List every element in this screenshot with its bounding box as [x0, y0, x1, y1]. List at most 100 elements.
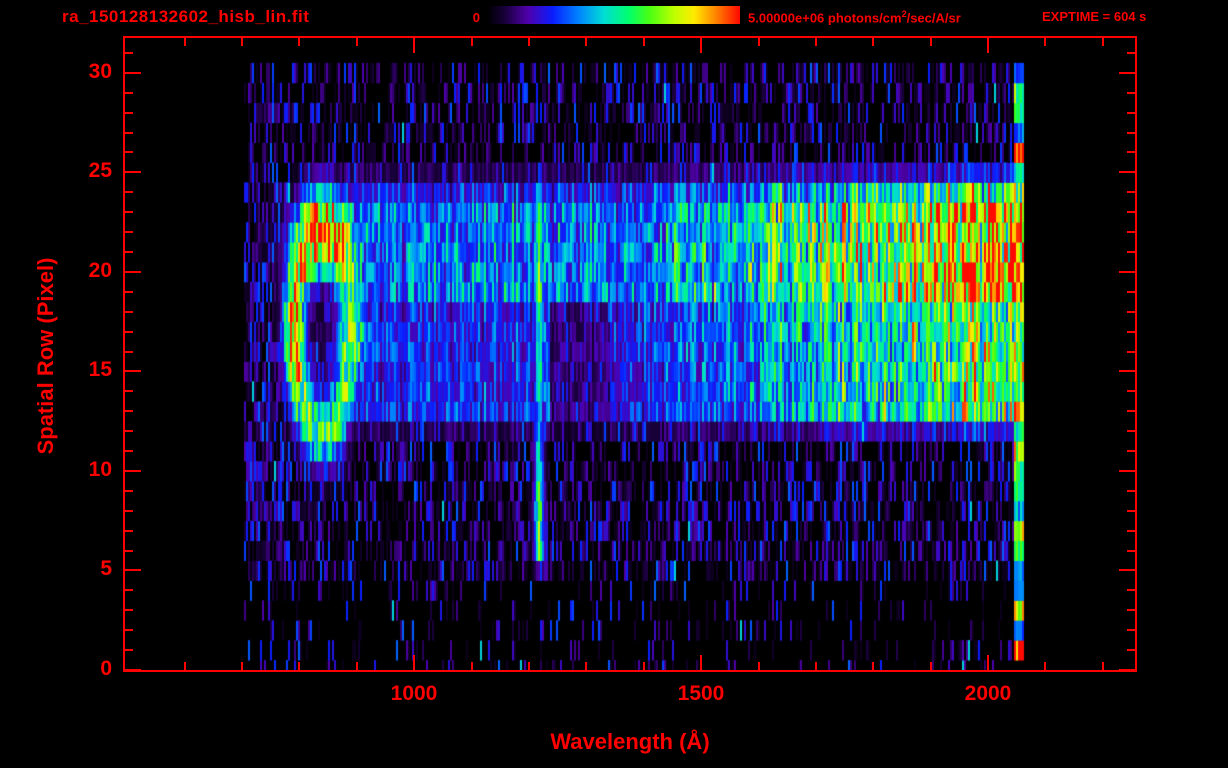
axis-tick: [1044, 38, 1046, 46]
axis-tick: [1127, 390, 1135, 392]
axis-tick: [1127, 510, 1135, 512]
axis-tick: [413, 655, 415, 670]
axis-tick: [1102, 38, 1104, 46]
y-tick-label: 0: [100, 657, 112, 680]
axis-tick: [643, 38, 645, 46]
axis-tick: [471, 38, 473, 46]
axis-tick: [125, 450, 133, 452]
axis-tick: [125, 331, 133, 333]
axis-tick: [125, 589, 133, 591]
colorbar-max-label: 5.00000e+06 photons/cm2/sec/A/sr: [748, 9, 961, 25]
axis-tick: [1127, 609, 1135, 611]
x-axis-title: Wavelength (Å): [550, 729, 710, 754]
x-tick-label: 2000: [964, 682, 1012, 705]
axis-tick: [1127, 231, 1135, 233]
axis-tick: [241, 662, 243, 670]
axis-tick: [125, 351, 133, 353]
axis-tick: [1127, 52, 1135, 54]
axis-tick: [1119, 669, 1135, 671]
axis-tick: [1127, 132, 1135, 134]
axis-tick: [1127, 191, 1135, 193]
axis-tick: [1127, 291, 1135, 293]
axis-tick: [125, 370, 141, 372]
axis-tick: [184, 38, 186, 46]
axis-tick: [930, 38, 932, 46]
axis-tick: [125, 410, 133, 412]
axis-tick: [700, 655, 702, 670]
axis-tick: [125, 231, 133, 233]
axis-tick: [1119, 271, 1135, 273]
colorbar-gradient: [487, 6, 740, 24]
colorbar-unit-superscript: 2: [901, 9, 907, 19]
axis-tick: [125, 669, 141, 671]
axis-tick: [1127, 530, 1135, 532]
axes-frame: [123, 36, 1137, 672]
axis-tick: [1127, 490, 1135, 492]
colorbar-min-label: 0: [472, 10, 480, 25]
axis-tick: [1127, 589, 1135, 591]
axis-tick: [700, 38, 702, 53]
axis-tick: [1127, 311, 1135, 313]
axis-tick: [125, 550, 133, 552]
y-tick-label: 20: [88, 259, 112, 282]
axis-tick: [471, 662, 473, 670]
axis-tick: [1127, 351, 1135, 353]
axis-tick: [356, 662, 358, 670]
axis-tick: [1127, 450, 1135, 452]
axis-tick: [585, 38, 587, 46]
y-tick-label: 10: [88, 458, 112, 481]
axis-tick: [1102, 662, 1104, 670]
axis-tick: [1127, 92, 1135, 94]
axis-tick: [1127, 211, 1135, 213]
axis-tick: [125, 649, 133, 651]
axis-tick: [1127, 430, 1135, 432]
axis-tick: [1127, 649, 1135, 651]
spectrogram-heatmap: [125, 38, 1135, 670]
axis-tick: [413, 38, 415, 53]
axis-tick: [585, 662, 587, 670]
y-tick-label: 30: [88, 60, 112, 83]
axis-tick: [125, 311, 133, 313]
axis-tick: [1044, 662, 1046, 670]
axis-tick: [1127, 550, 1135, 552]
axis-tick: [125, 430, 133, 432]
axis-tick: [987, 655, 989, 670]
axis-tick: [125, 510, 133, 512]
axis-tick: [125, 569, 141, 571]
axis-tick: [125, 609, 133, 611]
axis-tick: [125, 112, 133, 114]
axis-tick: [872, 38, 874, 46]
x-tick-label: 1500: [677, 682, 725, 705]
axis-tick: [872, 662, 874, 670]
x-tick-label: 1000: [390, 682, 438, 705]
axis-tick: [125, 52, 133, 54]
axis-tick: [1119, 470, 1135, 472]
axis-tick: [125, 470, 141, 472]
axis-tick: [528, 662, 530, 670]
y-axis-title: Spatial Row (Pixel): [33, 257, 58, 455]
axis-tick: [125, 132, 133, 134]
page-title: ra_150128132602_hisb_lin.fit: [62, 7, 310, 26]
axis-tick: [758, 662, 760, 670]
axis-tick: [125, 92, 133, 94]
axis-tick: [125, 629, 133, 631]
y-tick-label: 25: [88, 159, 112, 182]
axis-tick: [1127, 151, 1135, 153]
colorbar-unit-prefix: photons/cm: [824, 10, 902, 26]
axis-tick: [1119, 569, 1135, 571]
axis-tick: [125, 211, 133, 213]
axis-tick: [1127, 331, 1135, 333]
axis-tick: [356, 38, 358, 46]
axis-tick: [758, 38, 760, 46]
axis-tick: [987, 38, 989, 53]
axis-tick: [930, 662, 932, 670]
y-tick-label: 15: [88, 358, 112, 381]
axis-tick: [815, 38, 817, 46]
axis-tick: [125, 390, 133, 392]
axis-tick: [643, 662, 645, 670]
axis-tick: [241, 38, 243, 46]
colorbar-max-value: 5.00000e+06: [748, 10, 825, 26]
exptime-label: EXPTIME = 604 s: [1042, 9, 1147, 24]
axis-tick: [1127, 251, 1135, 253]
axis-tick: [125, 72, 141, 74]
